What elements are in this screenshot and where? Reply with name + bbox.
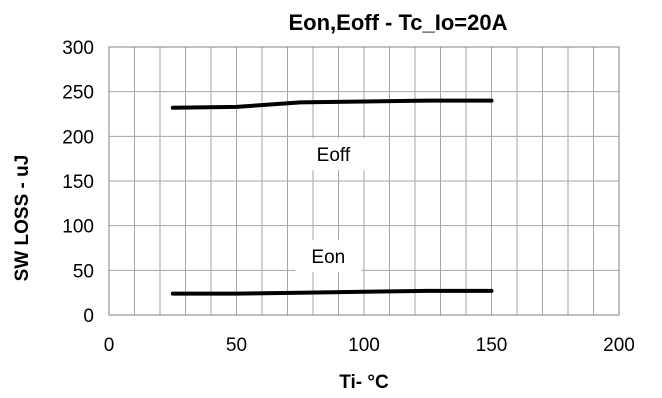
annotations: Eoff Eon — [294, 138, 373, 273]
y-tick-label: 100 — [62, 217, 94, 238]
annotation-box — [295, 240, 362, 273]
y-axis-ticks: 0 50 100 150 200 250 300 — [62, 38, 94, 327]
series-lines — [170, 98, 494, 296]
y-tick-label: 0 — [83, 306, 94, 327]
x-tick-label: 100 — [348, 335, 380, 356]
x-tick-label: 150 — [476, 335, 508, 356]
y-axis-label: SW LOSS - uJ — [12, 155, 33, 282]
y-tick-label: 300 — [62, 38, 94, 59]
annotation-eoff: Eoff — [317, 145, 351, 166]
x-axis-label: Ti- °C — [339, 372, 389, 393]
x-tick-label: 0 — [104, 335, 115, 356]
x-tick-label: 50 — [226, 335, 247, 356]
annotation-box — [294, 138, 373, 171]
series-line-eon — [170, 288, 494, 296]
grid-horizontal — [109, 91, 619, 271]
x-axis-ticks: 0 50 100 150 200 — [104, 335, 635, 356]
y-tick-label: 150 — [62, 172, 94, 193]
annotation-eon: Eon — [311, 247, 345, 268]
x-tick-label: 200 — [603, 335, 635, 356]
y-tick-label: 250 — [62, 83, 94, 104]
y-tick-label: 50 — [73, 261, 94, 282]
series-line-eoff — [170, 98, 494, 110]
y-tick-label: 200 — [62, 127, 94, 148]
chart-title: Eon,Eoff - Tc_Io=20A — [288, 10, 507, 35]
plot-border — [108, 46, 620, 316]
plot-area: Eoff Eon — [108, 46, 620, 316]
